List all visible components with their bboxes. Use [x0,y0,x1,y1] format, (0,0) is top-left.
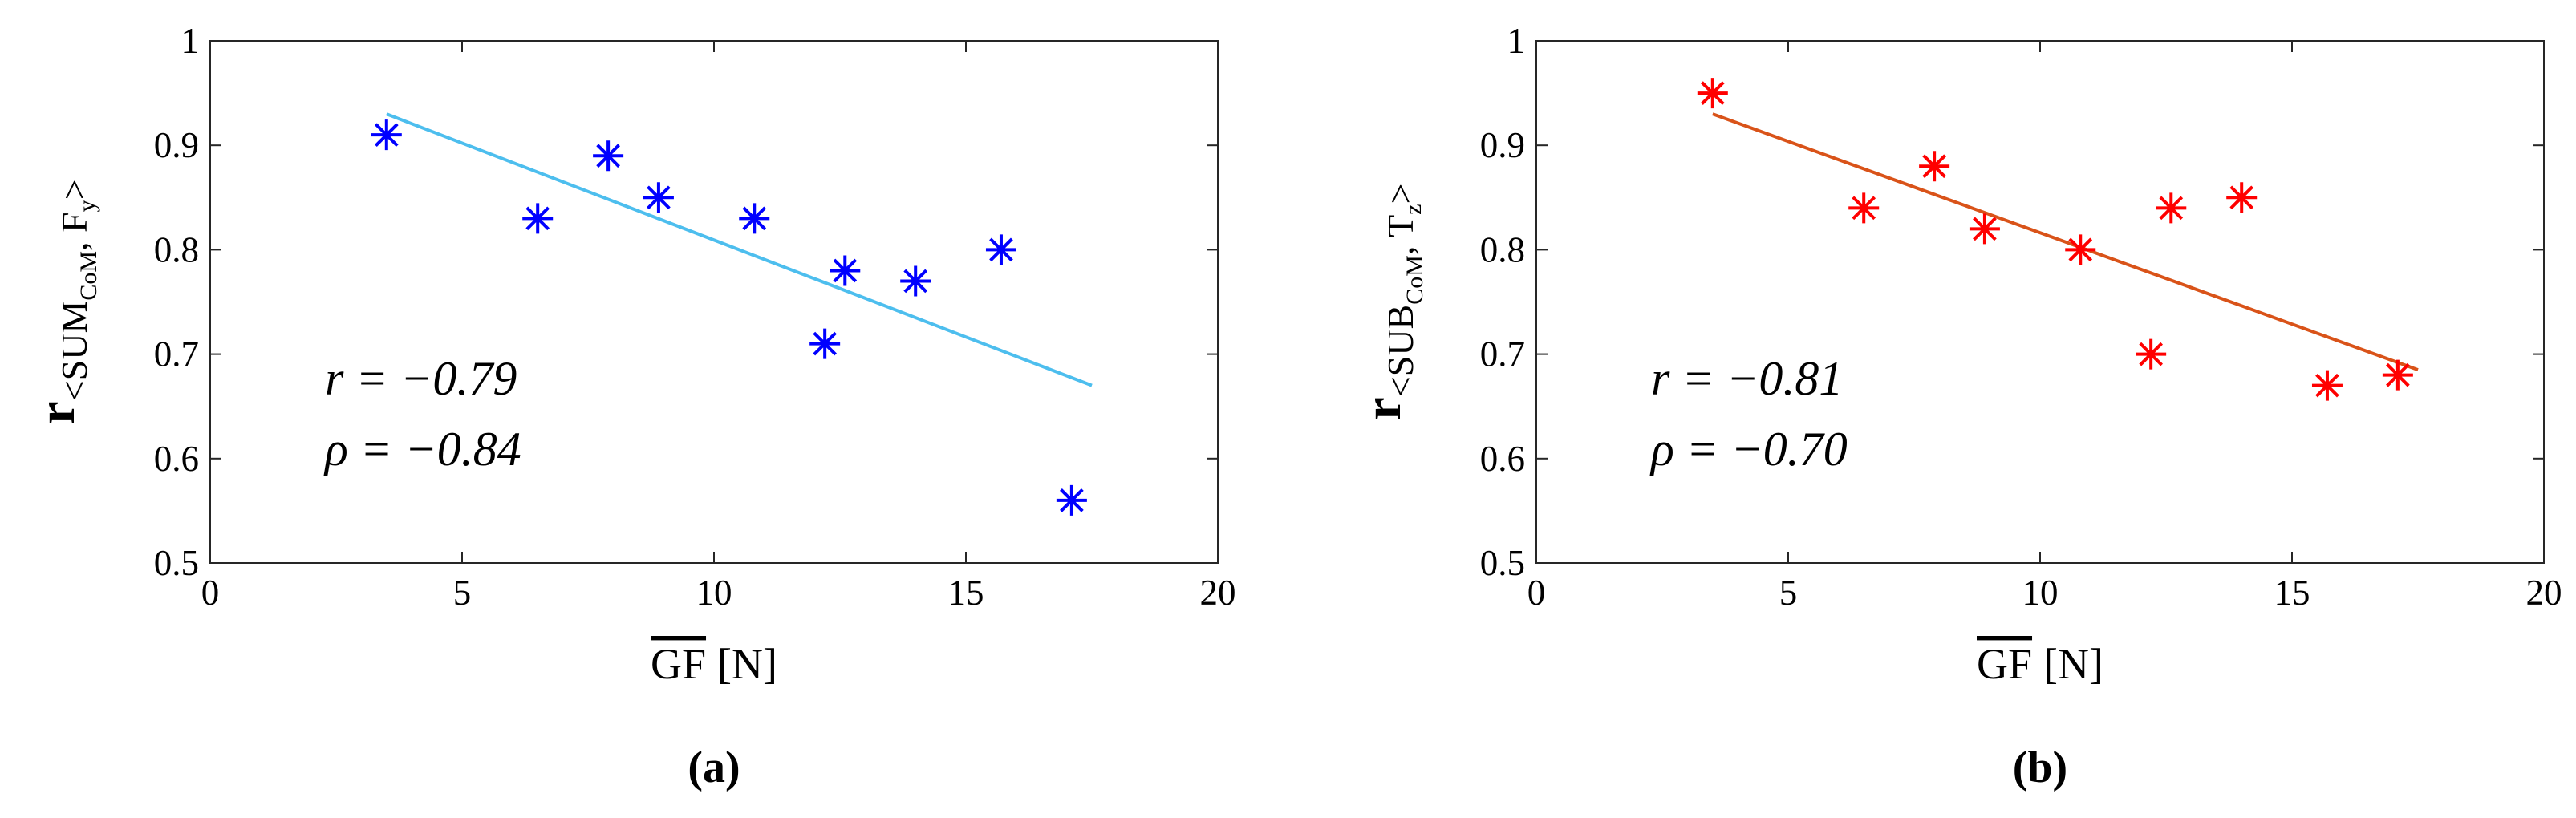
panel: 0 5 10 15 20 0.5 0.6 0.7 0.8 0.9 1 r = −0.79 ρ = −0.… [27,21,1236,792]
y-tick-label: 0.7 [1480,334,1525,375]
marker [1969,213,2000,245]
marker [522,203,554,234]
marker [1848,192,1880,224]
x-label-part: [N] [2043,640,2103,688]
panel-label: (b) [2013,743,2067,792]
x-tick-label: 5 [1779,573,1798,613]
x-label: GF [N] [651,640,777,688]
x-tick-label: 20 [2526,573,2562,613]
x-tick-label: 5 [453,573,472,613]
marker [985,234,1016,265]
y-tick-label: 0.7 [154,334,199,375]
marker [643,182,674,213]
x-tick-label: 10 [696,573,732,613]
y-label: r<SUMCoM, Fy> [27,179,102,424]
annotation: ρ = −0.70 [1649,423,1848,476]
y-label: r<SUBCoM, Tz> [1353,184,1428,421]
marker [1056,484,1087,516]
y-label-part: z [1400,204,1426,214]
fit-line [386,112,1093,387]
y-tick-label: 1 [181,21,200,61]
x-tick-label: 20 [1200,573,1236,613]
marker [1919,151,1950,182]
y-label-part: , T [1380,215,1421,255]
y-label-part: CoM [75,251,102,301]
y-label-part: r [1353,397,1412,420]
marker [2311,370,2343,401]
x-tick-label: 15 [948,573,984,613]
y-label-part: r [27,401,86,424]
x-tick-label: 10 [2022,573,2059,613]
marker [739,203,770,234]
y-label-part: y [74,200,100,212]
marker [371,119,402,151]
panel: 0 5 10 15 20 0.5 0.6 0.7 0.8 0.9 1 r = −0.81 ρ = −0.… [1353,21,2562,792]
y-tick-label: 0.5 [1480,543,1525,583]
y-label-part: > [54,179,95,200]
x-tick-label: 0 [201,573,220,613]
y-tick-label: 0.6 [154,439,199,479]
marker [2226,182,2258,213]
annotation: r = −0.79 [325,352,517,405]
y-tick-label: 0.9 [154,125,199,165]
axes-box [1535,40,2545,564]
marker [2065,234,2096,265]
y-label-part: <SUB [1380,305,1421,397]
y-label-part: <SUM [54,301,95,402]
x-label-part: [N] [717,640,777,688]
y-tick-label: 1 [1507,21,1526,61]
y-label-part: > [1380,184,1421,204]
marker [2156,192,2187,224]
marker [593,140,624,172]
marker [830,255,861,286]
y-tick-label: 0.9 [1480,125,1525,165]
marker [1697,78,1728,109]
y-label-part: , F [54,212,95,251]
x-tick-label: 15 [2274,573,2310,613]
x-label-part: GF [651,640,706,688]
marker [900,265,931,297]
x-label: GF [N] [1977,640,2103,688]
y-label-part: CoM [1402,255,1428,305]
panel-label: (a) [688,743,740,792]
axes-box [209,40,1219,564]
annotation: r = −0.81 [1651,352,1843,405]
fit-line [1712,112,2419,372]
marker [2382,359,2413,391]
x-tick-label: 0 [1527,573,1546,613]
y-tick-label: 0.5 [154,543,199,583]
marker [809,328,841,359]
y-tick-label: 0.8 [154,229,199,269]
y-tick-label: 0.6 [1480,439,1525,479]
x-label-part: GF [1977,640,2032,688]
annotation: ρ = −0.84 [323,423,521,476]
y-tick-label: 0.8 [1480,229,1525,269]
marker [2136,338,2167,370]
